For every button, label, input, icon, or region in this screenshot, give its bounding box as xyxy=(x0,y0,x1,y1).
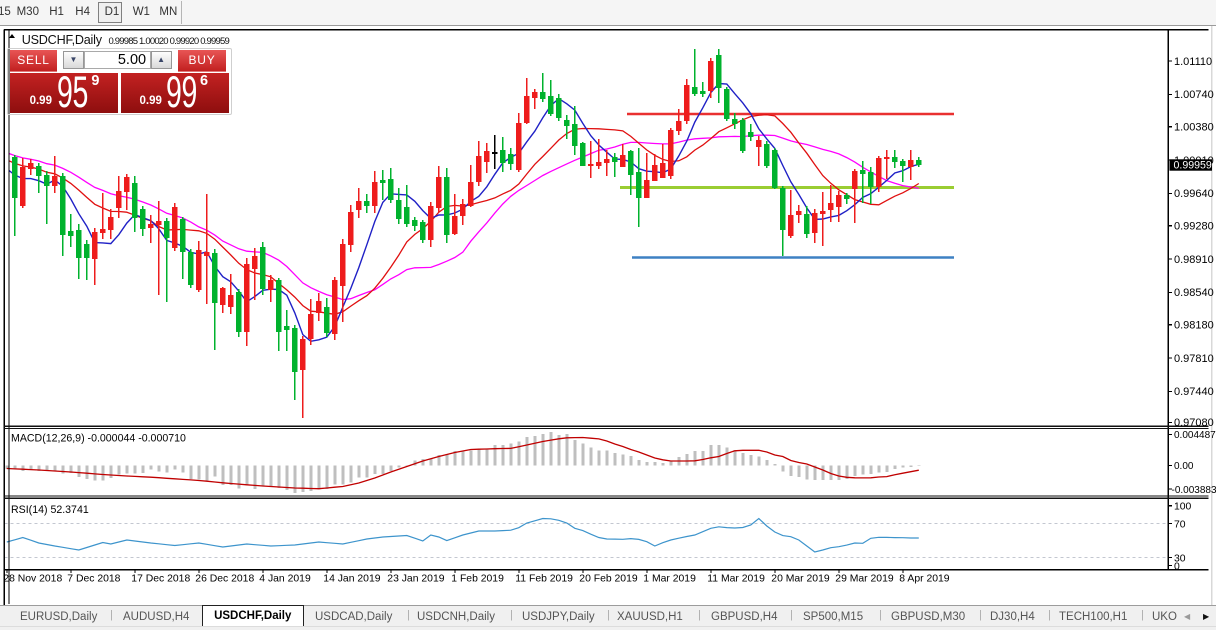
svg-text:1 Feb 2019: 1 Feb 2019 xyxy=(451,574,504,585)
svg-text:1 Mar 2019: 1 Mar 2019 xyxy=(643,574,696,585)
svg-text:RSI(14) 52.3741: RSI(14) 52.3741 xyxy=(11,504,89,516)
svg-text:0.97080: 0.97080 xyxy=(1174,417,1214,429)
svg-text:23 Jan 2019: 23 Jan 2019 xyxy=(387,574,444,585)
svg-text:0.98910: 0.98910 xyxy=(1174,254,1214,266)
svg-text:0: 0 xyxy=(1174,561,1180,572)
svg-text:0.97440: 0.97440 xyxy=(1174,386,1214,398)
svg-text:0.98180: 0.98180 xyxy=(1174,320,1214,332)
svg-text:100: 100 xyxy=(1174,502,1192,513)
svg-text:14 Jan 2019: 14 Jan 2019 xyxy=(323,574,380,585)
svg-text:7 Dec 2018: 7 Dec 2018 xyxy=(67,574,120,585)
svg-text:0.98540: 0.98540 xyxy=(1174,287,1214,299)
svg-text:4 Jan 2019: 4 Jan 2019 xyxy=(259,574,311,585)
svg-text:1.01110: 1.01110 xyxy=(1174,56,1212,68)
svg-text:1.00380: 1.00380 xyxy=(1174,122,1214,134)
svg-text:0.99640: 0.99640 xyxy=(1174,188,1214,200)
svg-text:70: 70 xyxy=(1174,519,1186,530)
svg-text:28 Nov 2018: 28 Nov 2018 xyxy=(3,574,62,585)
svg-text:11 Feb 2019: 11 Feb 2019 xyxy=(515,574,573,585)
svg-text:29 Mar 2019: 29 Mar 2019 xyxy=(835,574,894,585)
svg-text:30: 30 xyxy=(1174,553,1186,564)
svg-text:0.97810: 0.97810 xyxy=(1174,353,1214,365)
svg-text:0.004487: 0.004487 xyxy=(1174,430,1216,441)
svg-text:-0.003883: -0.003883 xyxy=(1172,485,1216,496)
svg-text:20 Mar 2019: 20 Mar 2019 xyxy=(771,574,830,585)
svg-text:0.99280: 0.99280 xyxy=(1174,221,1214,233)
svg-text:0.99959: 0.99959 xyxy=(1174,160,1212,172)
svg-text:8 Apr 2019: 8 Apr 2019 xyxy=(899,574,949,585)
svg-text:0.00: 0.00 xyxy=(1174,461,1194,472)
svg-text:MACD(12,26,9) -0.000044 -0.000: MACD(12,26,9) -0.000044 -0.000710 xyxy=(11,432,186,444)
svg-text:17 Dec 2018: 17 Dec 2018 xyxy=(131,574,190,585)
svg-text:11 Mar 2019: 11 Mar 2019 xyxy=(707,574,765,585)
svg-text:20 Feb 2019: 20 Feb 2019 xyxy=(579,574,638,585)
svg-text:26 Dec 2018: 26 Dec 2018 xyxy=(195,574,254,585)
svg-text:1.00740: 1.00740 xyxy=(1174,89,1214,101)
